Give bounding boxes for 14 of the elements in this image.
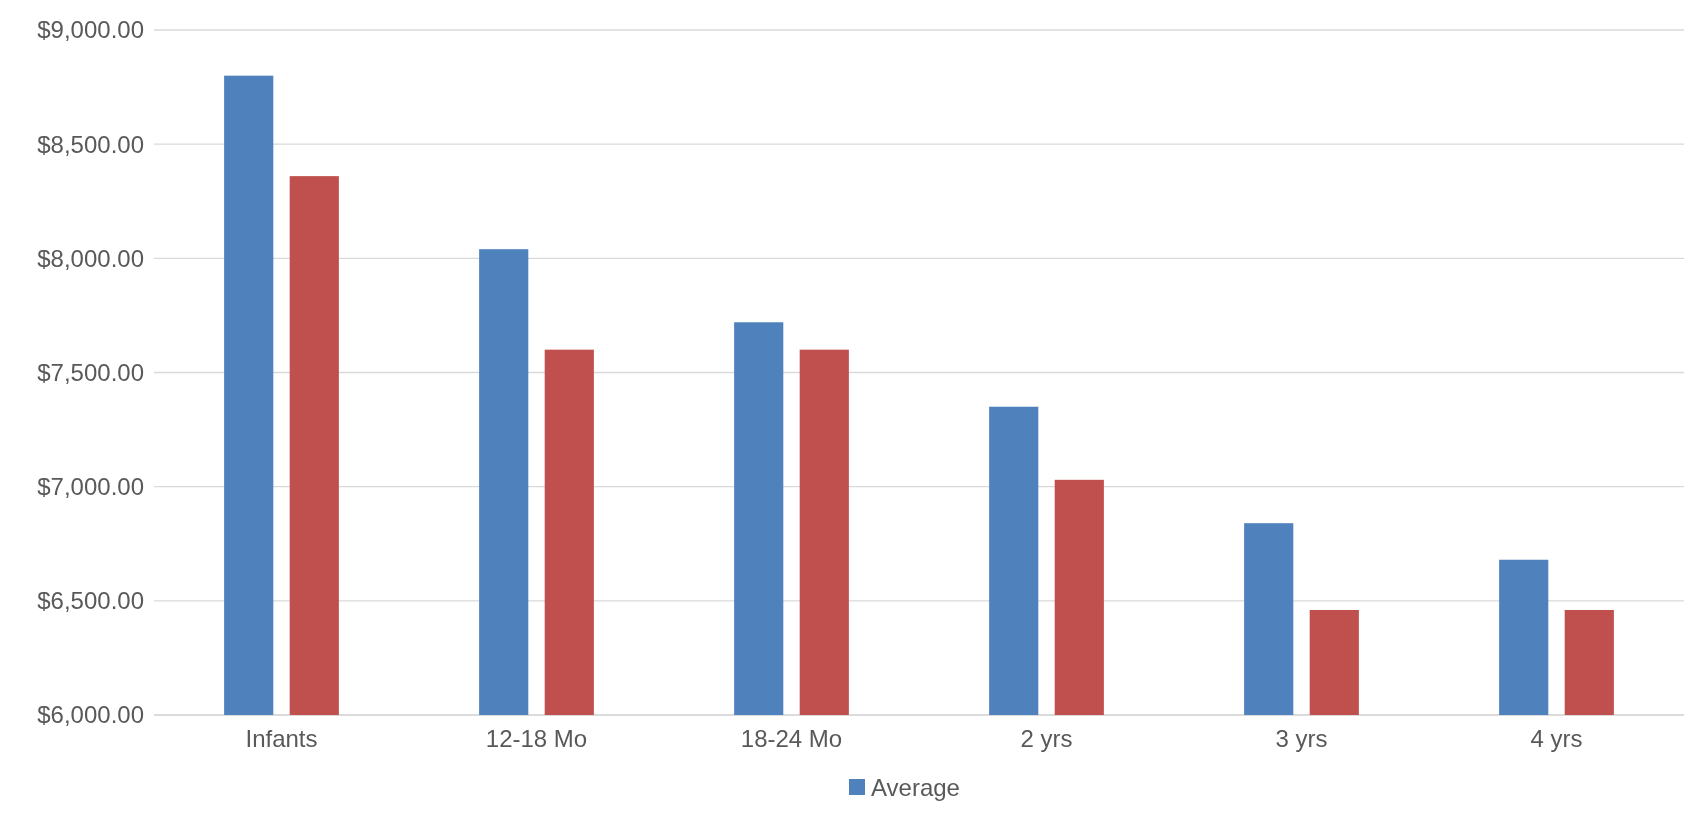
y-tick-label: $8,500.00 [37,130,144,158]
legend-label: Average [871,774,960,802]
y-tick-label: $7,500.00 [37,358,144,386]
y-tick-label: $6,000.00 [37,701,144,729]
x-tick-label: 18-24 Mo [740,725,843,752]
x-tick-label: 2 yrs [1020,725,1073,752]
x-tick-label: 3 yrs [1275,725,1328,752]
y-tick-label: $7,000.00 [37,473,144,501]
x-tick-label: 4 yrs [1530,725,1583,752]
x-tick-label: Infants [245,725,318,752]
y-tick-label: $6,500.00 [37,587,144,615]
y-tick-label: $8,000.00 [37,244,144,272]
x-tick-label: 12-18 Mo [485,725,588,752]
y-tick-label: $9,000.00 [37,16,144,44]
